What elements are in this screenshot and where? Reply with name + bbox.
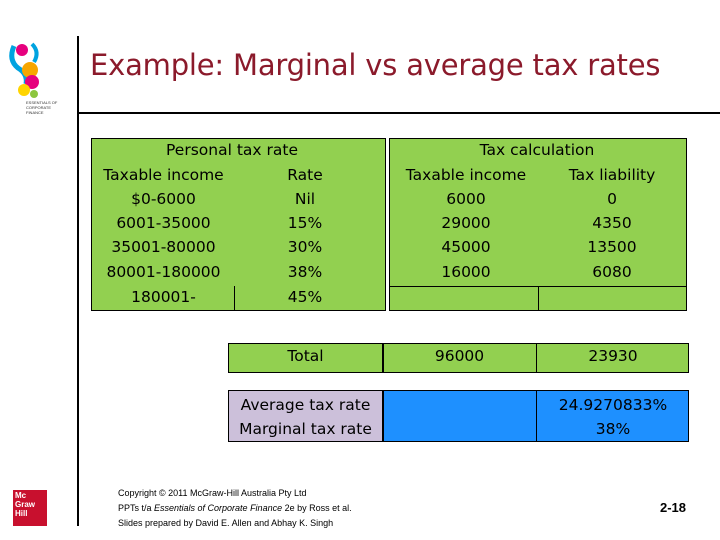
- logo-line: Hill: [15, 509, 28, 518]
- logo-line: Mc: [15, 491, 27, 500]
- copyright-prefix: PPTs t/a: [118, 503, 155, 513]
- horizontal-rule: [77, 112, 720, 114]
- slide-title: Example: Marginal vs average tax rates: [90, 48, 661, 82]
- personal-tax-divider: [234, 286, 235, 311]
- calc-liability: 13500: [587, 238, 637, 256]
- total-liability: 23930: [588, 347, 638, 365]
- marginal-tax-rate-label: Marginal tax rate: [239, 420, 372, 438]
- rates-divider: [536, 390, 537, 442]
- bracket-income: $0-6000: [131, 190, 196, 208]
- vertical-rule: [77, 36, 79, 526]
- book-title: Essentials of Corporate Finance: [154, 503, 283, 513]
- tax-calc-heading: Tax calculation: [479, 141, 595, 159]
- bracket-rate: 15%: [287, 214, 323, 232]
- col-header-tax-liability: Tax liability: [568, 166, 656, 184]
- tax-calculation-table: [389, 138, 687, 311]
- page-number: 2-18: [660, 500, 687, 515]
- bracket-income: 80001-180000: [106, 263, 221, 281]
- col-header-rate: Rate: [287, 166, 323, 184]
- col-header-taxable-income: Taxable income: [103, 166, 224, 184]
- calc-liability: 0: [607, 190, 617, 208]
- calc-liability: 6080: [592, 263, 632, 281]
- total-label-box: [228, 343, 383, 373]
- essentials-logo: ESSENTIALS OF CORPORATE FINANCE: [4, 38, 74, 120]
- bracket-rate: 30%: [287, 238, 323, 256]
- rates-label-box: [228, 390, 383, 442]
- copyright-line: Copyright © 2011 McGraw-Hill Australia P…: [118, 488, 307, 498]
- bracket-rate: 45%: [287, 288, 323, 306]
- personal-tax-table: [91, 138, 386, 311]
- copyright-suffix: 2e by Ross et al.: [282, 503, 352, 513]
- total-income: 96000: [434, 347, 485, 365]
- bracket-income: 35001-80000: [111, 238, 216, 256]
- calc-income: 29000: [441, 214, 491, 232]
- mcgraw-hill-logo: Mc Graw Hill: [13, 490, 47, 526]
- copyright-line: PPTs t/a Essentials of Corporate Finance…: [118, 501, 352, 516]
- bracket-rate: 38%: [287, 263, 323, 281]
- bracket-income: 180001-: [131, 288, 196, 306]
- average-tax-rate-label: Average tax rate: [240, 396, 371, 414]
- col-header-taxable-income: Taxable income: [405, 166, 527, 184]
- tax-calc-divider-v: [538, 286, 539, 311]
- logo-text: ESSENTIALS OF CORPORATE FINANCE: [26, 100, 58, 115]
- bracket-rate: Nil: [294, 190, 316, 208]
- copyright-line: Slides prepared by David E. Allen and Ab…: [118, 518, 334, 528]
- bracket-income: 6001-35000: [116, 214, 211, 232]
- calc-income: 16000: [441, 263, 491, 281]
- personal-tax-heading: Personal tax rate: [166, 141, 298, 159]
- total-divider: [536, 343, 537, 373]
- calc-income: 45000: [441, 238, 491, 256]
- average-tax-rate-value: 24.9270833%: [558, 396, 668, 414]
- copyright-notice: Copyright © 2011 McGraw-Hill Australia P…: [118, 486, 352, 531]
- logo-line: Graw: [15, 500, 36, 509]
- total-label: Total: [287, 347, 324, 365]
- calc-liability: 4350: [592, 214, 632, 232]
- essentials-logo-icon: [9, 42, 39, 98]
- calc-income: 6000: [446, 190, 486, 208]
- marginal-tax-rate-value: 38%: [595, 420, 631, 438]
